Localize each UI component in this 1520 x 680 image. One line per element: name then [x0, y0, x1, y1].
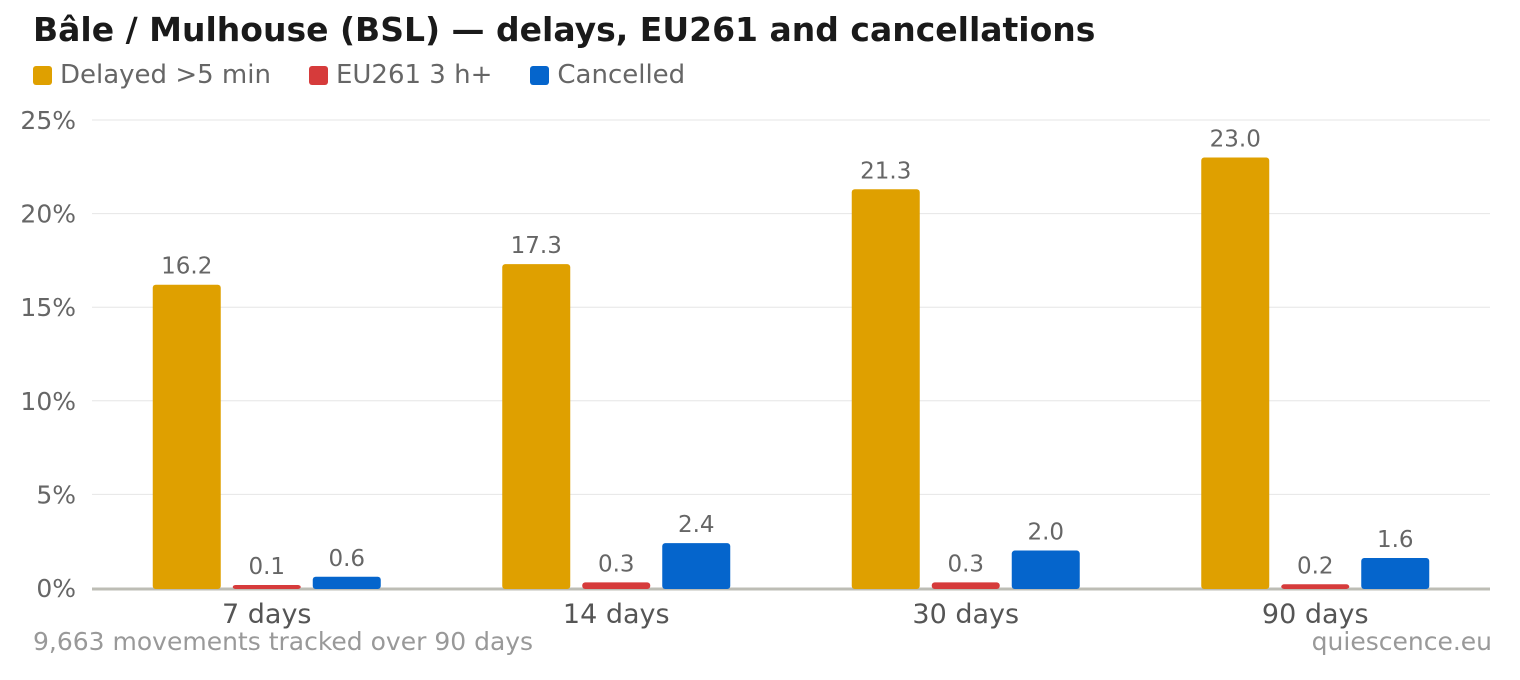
legend-label: EU261 3 h+ [335, 60, 493, 90]
data-label: 17.3 [511, 233, 562, 259]
footer-note: 9,663 movements tracked over 90 days [33, 627, 534, 656]
bar [662, 543, 731, 589]
legend-swatch [33, 65, 52, 85]
legend-item-0: Delayed >5 min [33, 60, 271, 90]
bar [502, 264, 571, 589]
bar [851, 189, 920, 589]
legend-label: Cancelled [557, 60, 686, 90]
data-label: 0.3 [598, 551, 635, 577]
y-tick-label: 25% [20, 106, 76, 135]
y-tick-label: 15% [20, 293, 76, 322]
legend-swatch [530, 65, 550, 85]
x-tick-label: 90 days [1262, 599, 1369, 630]
data-label: 0.1 [248, 554, 285, 580]
legend-item-1: EU261 3 h+ [308, 60, 493, 90]
x-tick-label: 7 days [222, 599, 312, 630]
legend-label: Delayed >5 min [60, 60, 271, 90]
data-label: 23.0 [1210, 126, 1261, 152]
chart-legend: Delayed >5 min EU261 3 h+ Cancelled [33, 60, 723, 90]
x-tick-label: 14 days [563, 599, 670, 630]
y-tick-label: 10% [20, 387, 76, 416]
data-label: 2.4 [678, 512, 715, 538]
bar [931, 582, 1000, 589]
footer-source: quiescence.eu [1311, 627, 1492, 656]
bar [1201, 157, 1270, 589]
bar [1011, 550, 1080, 589]
bar [1361, 558, 1430, 589]
data-label: 1.6 [1377, 527, 1414, 553]
legend-swatch [308, 65, 328, 85]
data-label: 21.3 [860, 158, 911, 184]
legend-item-2: Cancelled [530, 60, 685, 90]
y-tick-label: 0% [36, 574, 76, 603]
bar [1281, 584, 1350, 589]
bar [582, 582, 651, 589]
bar [312, 576, 381, 589]
data-label: 0.3 [947, 551, 984, 577]
data-label: 0.6 [328, 546, 365, 572]
bar [232, 585, 301, 589]
chart-title: Bâle / Mulhouse (BSL) — delays, EU261 an… [33, 10, 1096, 49]
data-label: 0.2 [1297, 553, 1334, 579]
y-tick-label: 20% [20, 200, 76, 229]
y-tick-label: 5% [36, 480, 76, 509]
data-label: 16.2 [161, 254, 212, 280]
bar [152, 284, 221, 589]
x-tick-label: 30 days [912, 599, 1019, 630]
data-label: 2.0 [1027, 520, 1064, 546]
